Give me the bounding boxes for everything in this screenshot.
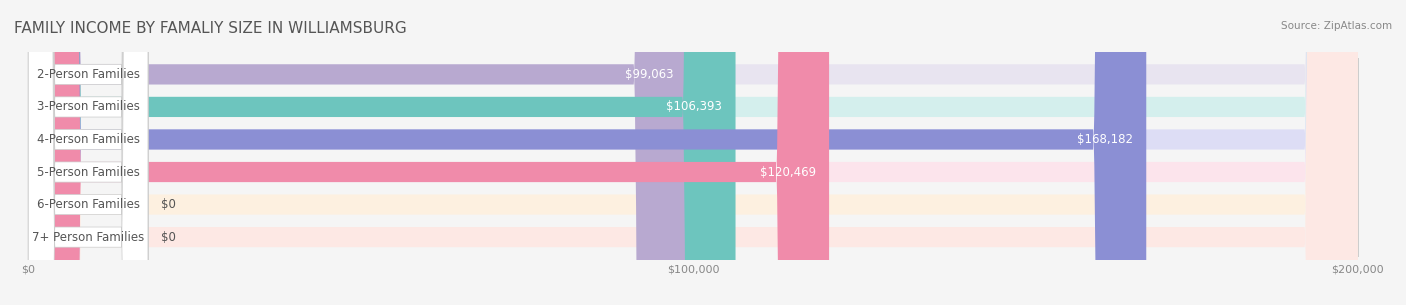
FancyBboxPatch shape [28,0,148,305]
Text: $120,469: $120,469 [759,166,815,178]
FancyBboxPatch shape [28,0,148,305]
FancyBboxPatch shape [28,0,148,305]
FancyBboxPatch shape [28,0,1146,305]
FancyBboxPatch shape [28,0,830,305]
FancyBboxPatch shape [28,0,1358,305]
FancyBboxPatch shape [28,0,1358,305]
FancyBboxPatch shape [28,0,1358,305]
FancyBboxPatch shape [28,0,148,305]
FancyBboxPatch shape [28,0,148,305]
FancyBboxPatch shape [28,0,1358,305]
FancyBboxPatch shape [28,0,686,305]
Text: Source: ZipAtlas.com: Source: ZipAtlas.com [1281,21,1392,31]
Text: $168,182: $168,182 [1077,133,1133,146]
Text: 6-Person Families: 6-Person Families [37,198,139,211]
Text: $99,063: $99,063 [626,68,673,81]
Text: 7+ Person Families: 7+ Person Families [32,231,145,244]
Text: $0: $0 [162,198,176,211]
Text: $106,393: $106,393 [666,100,723,113]
Text: 2-Person Families: 2-Person Families [37,68,139,81]
Text: $0: $0 [162,231,176,244]
Text: FAMILY INCOME BY FAMALIY SIZE IN WILLIAMSBURG: FAMILY INCOME BY FAMALIY SIZE IN WILLIAM… [14,21,406,36]
Text: 4-Person Families: 4-Person Families [37,133,139,146]
FancyBboxPatch shape [28,0,1358,305]
Text: 5-Person Families: 5-Person Families [37,166,139,178]
FancyBboxPatch shape [28,0,148,305]
Text: 3-Person Families: 3-Person Families [37,100,139,113]
FancyBboxPatch shape [28,0,1358,305]
FancyBboxPatch shape [28,0,735,305]
